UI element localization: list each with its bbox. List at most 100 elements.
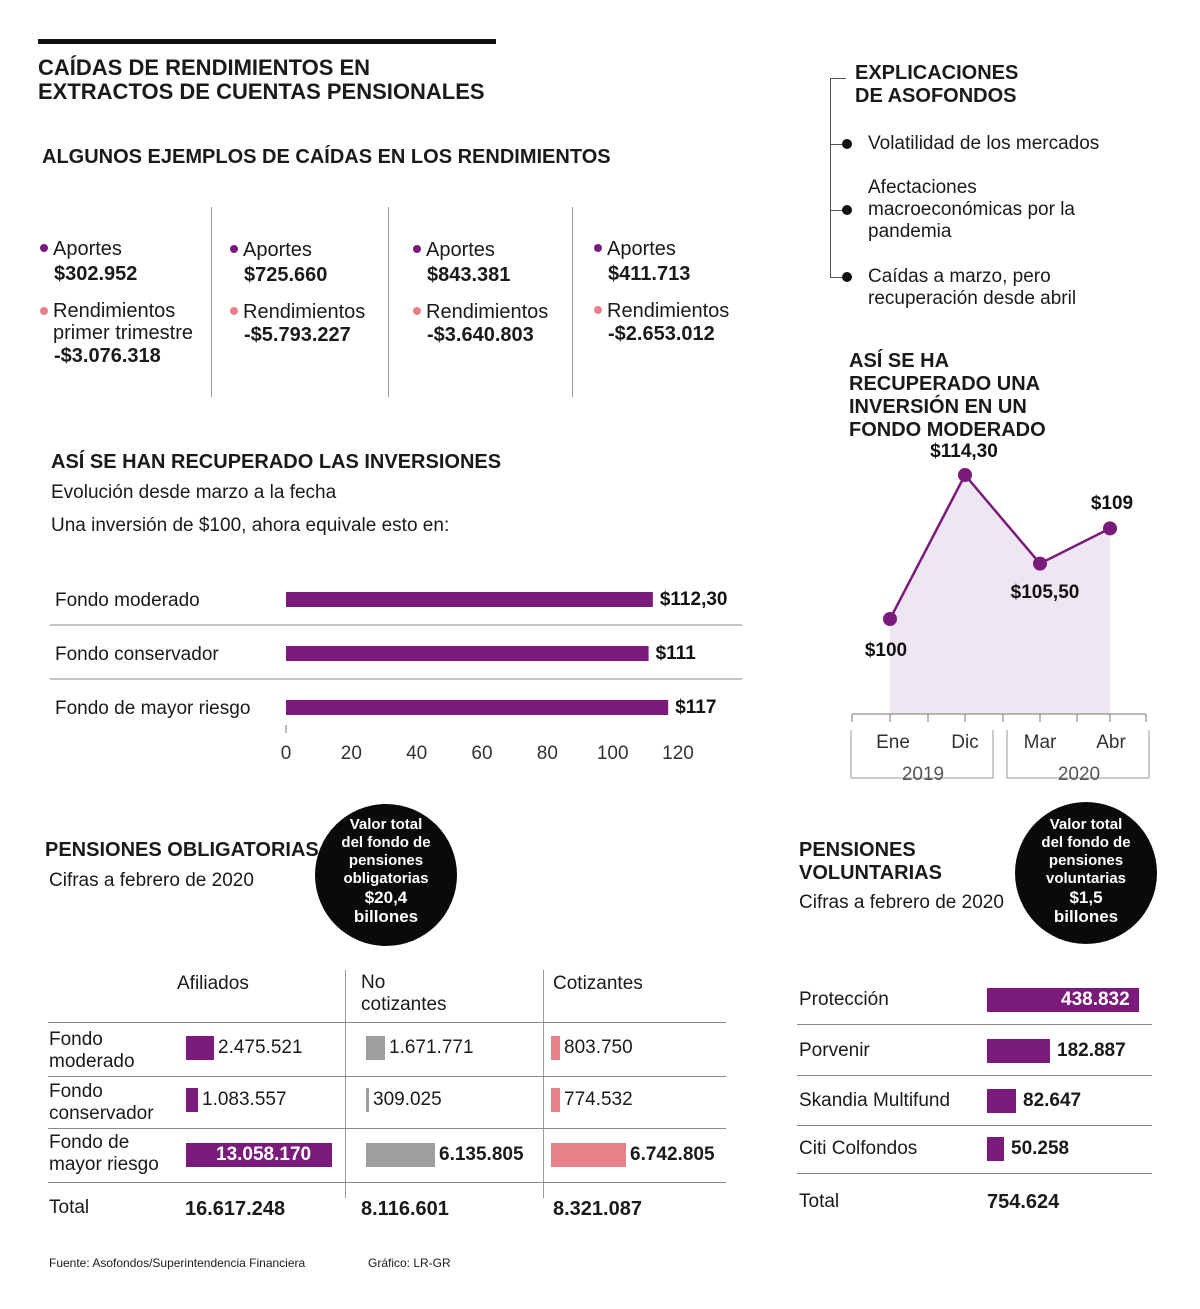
row-label-conservador: Fondo conservador <box>49 1081 154 1124</box>
circle-text: Valor total del fondo de pensiones volun… <box>1041 816 1131 887</box>
table-value-label: 2.475.521 <box>218 1037 303 1058</box>
table-value-label: 13.058.170 <box>216 1144 312 1165</box>
rendimientos-label: Rendimientos <box>607 300 730 322</box>
series-line <box>888 472 1111 620</box>
vol-value-label: 50.258 <box>1011 1138 1070 1159</box>
bar <box>286 700 669 715</box>
aportes-value: $843.381 <box>427 264 511 286</box>
table-value-label: 6.742.805 <box>630 1144 715 1165</box>
table-row-line <box>48 1022 726 1023</box>
example-col-3: Aportes $843.381 Rendimientos -$3.640.80… <box>413 239 573 347</box>
examples-divider-3 <box>572 207 573 397</box>
data-label: $100 <box>865 640 907 661</box>
aportes-label: Aportes <box>426 239 495 261</box>
rendimientos-dot <box>40 307 48 315</box>
bar-value-label: $117 <box>675 697 716 718</box>
x-category-label: Mar <box>1024 732 1057 753</box>
vol-row-line <box>797 1173 1152 1174</box>
table-bar <box>366 1088 369 1112</box>
vol-row-line <box>797 1125 1152 1126</box>
aportes-label: Aportes <box>53 238 122 260</box>
bar-value-label: $112,30 <box>660 589 728 610</box>
recovery-subtitle-1: Evolución desde marzo a la fecha <box>51 482 337 503</box>
bullet-dot <box>842 272 852 282</box>
aportes-value: $725.660 <box>244 264 328 286</box>
examples-divider-2 <box>388 207 389 397</box>
x-tick-label: 80 <box>537 743 558 764</box>
col-header-afiliados: Afiliados <box>177 973 249 994</box>
vol-total-label: Total <box>799 1191 840 1212</box>
table-value-label: 774.532 <box>564 1089 633 1110</box>
total-cotizantes: 8.321.087 <box>553 1198 642 1220</box>
footer-source: Fuente: Asofondos/Superintendencia Finan… <box>49 1256 306 1270</box>
page-title: CAÍDAS DE RENDIMIENTOS EN EXTRACTOS DE C… <box>38 55 485 104</box>
table-bar <box>366 1143 435 1167</box>
year-bracket <box>850 730 994 779</box>
table-bar <box>551 1143 626 1167</box>
bar-value-label: $111 <box>656 643 697 664</box>
example-col-2: Aportes $725.660 Rendimientos -$5.793.22… <box>230 239 390 347</box>
explicaciones-bracket <box>830 78 831 278</box>
total-afiliados: 16.617.248 <box>185 1198 286 1220</box>
year-label: 2019 <box>902 764 944 785</box>
bracket-tick-1 <box>830 144 846 145</box>
vol-category-label: Protección <box>799 989 889 1010</box>
recovery-title: ASÍ SE HAN RECUPERADO LAS INVERSIONES <box>51 451 502 473</box>
table-bar <box>366 1036 385 1060</box>
bar-category-label: Fondo moderado <box>55 590 200 611</box>
x-tick-label: 100 <box>597 743 629 764</box>
table-bar <box>551 1088 560 1112</box>
data-point <box>883 612 897 626</box>
vol-category-label: Citi Colfondos <box>799 1138 918 1159</box>
rendimientos-label: Rendimientos primer trimestre <box>53 300 194 344</box>
vol-category-label: Skandia Multifund <box>799 1090 951 1111</box>
vol-category-label: Porvenir <box>799 1040 870 1061</box>
x-tick-label: 40 <box>406 743 427 764</box>
bar <box>286 646 649 661</box>
vol-row-line <box>797 1075 1152 1076</box>
explicacion-item: Caídas a marzo, pero recuperación desde … <box>868 266 1077 309</box>
bracket-tick-top <box>830 78 846 79</box>
col-header-no-cotizantes: No cotizantes <box>361 972 447 1015</box>
table-bar <box>551 1036 560 1060</box>
table-row-line <box>48 1128 726 1129</box>
rendimientos-label: Rendimientos <box>243 301 366 323</box>
recovery-bar-chart: Fondo moderado $112,30 Fondo conservador $1… <box>50 589 742 764</box>
circle-text: Valor total del fondo de pensiones oblig… <box>341 816 431 887</box>
row-label-moderado: Fondo moderado <box>49 1029 135 1072</box>
col-header-cotizantes: Cotizantes <box>553 973 643 994</box>
top-rule <box>38 39 496 44</box>
example-col-4: Aportes $411.713 Rendimientos -$2.653.01… <box>594 238 764 346</box>
vol-row-line <box>797 1024 1152 1025</box>
aportes-value: $302.952 <box>54 263 138 285</box>
vol-total-value: 754.624 <box>987 1191 1060 1213</box>
aportes-dot <box>40 244 48 252</box>
examples-heading: ALGUNOS EJEMPLOS DE CAÍDAS EN LOS RENDIM… <box>42 146 611 168</box>
vol-value-label: 438.832 <box>1061 989 1130 1010</box>
aportes-dot <box>594 244 602 252</box>
aportes-label: Aportes <box>607 238 676 260</box>
voluntarias-subtitle: Cifras a febrero de 2020 <box>799 892 1004 913</box>
x-tick-label: 60 <box>471 743 492 764</box>
aportes-dot <box>413 245 421 253</box>
x-tick-label: 0 <box>281 743 292 764</box>
data-point <box>958 468 972 482</box>
table-value-label: 803.750 <box>564 1037 633 1058</box>
table-row-line <box>48 1182 726 1183</box>
table-col-divider-2 <box>543 970 544 1198</box>
bracket-tick-2 <box>830 210 846 211</box>
data-point <box>1033 556 1047 571</box>
obligatorias-subtitle: Cifras a febrero de 2020 <box>49 870 254 891</box>
vol-bar <box>987 1137 1004 1161</box>
voluntarias-total-circle: Valor total del fondo de pensiones volun… <box>1015 802 1157 944</box>
x-tick-label: 20 <box>341 743 362 764</box>
area-fill <box>890 475 1110 714</box>
vol-value-label: 82.647 <box>1023 1090 1082 1111</box>
table-col-divider-1 <box>345 970 346 1198</box>
moderado-area-chart: $100 $114,30 $105,50 $109 Ene Dic Mar Abr 2019 20… <box>850 441 1150 785</box>
bullet-dot <box>842 139 852 149</box>
x-category-label: Dic <box>951 732 978 753</box>
vol-value-label: 182.887 <box>1057 1040 1126 1061</box>
x-category-label: Abr <box>1096 732 1126 753</box>
data-label: $114,30 <box>930 441 998 462</box>
